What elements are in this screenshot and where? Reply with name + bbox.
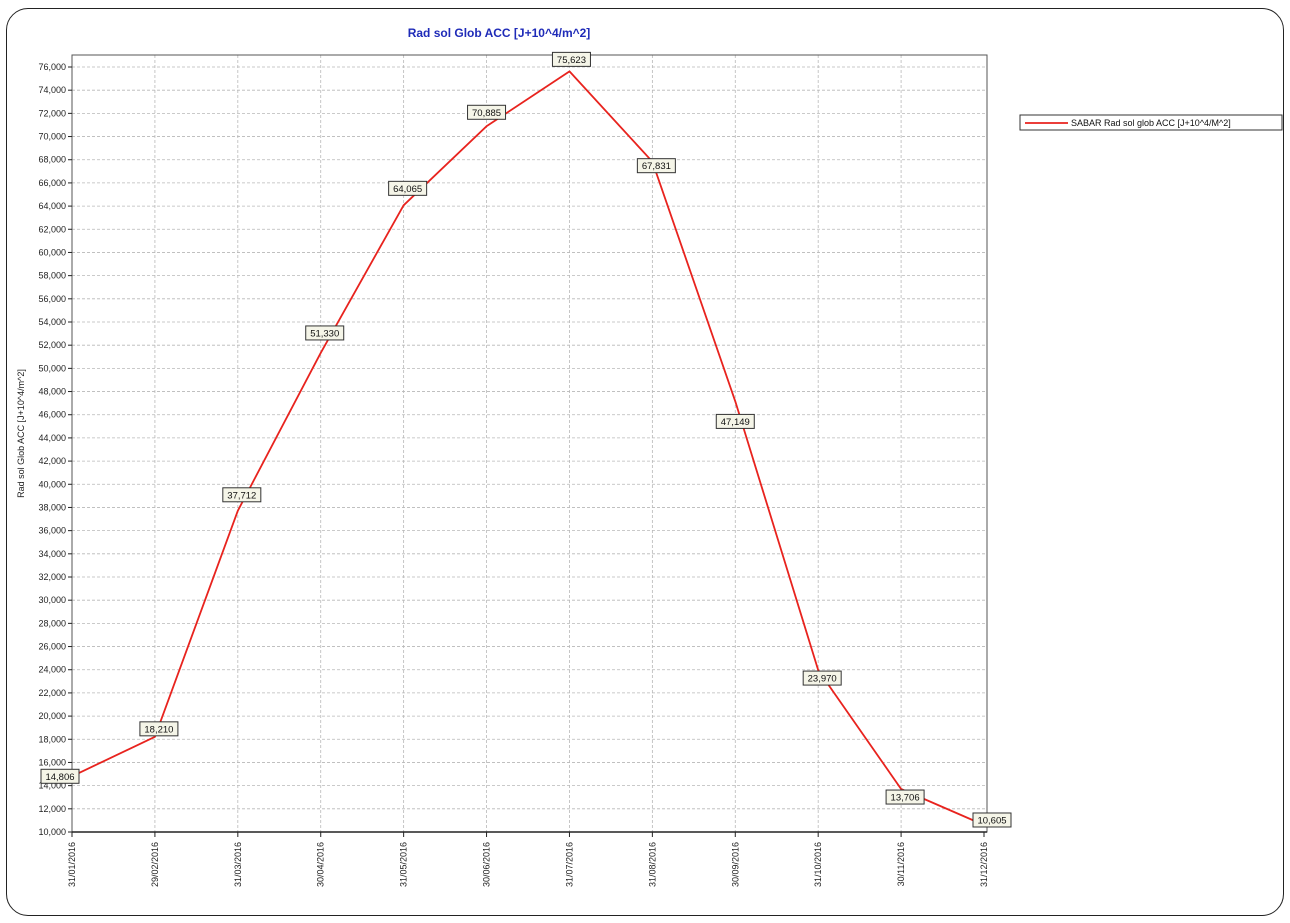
x-tick-label: 31/05/2016 bbox=[399, 842, 409, 887]
y-tick-label: 64,000 bbox=[38, 201, 66, 211]
x-tick-label: 31/10/2016 bbox=[813, 842, 823, 887]
data-label-box bbox=[551, 51, 591, 67]
y-tick-label: 22,000 bbox=[38, 688, 66, 698]
x-tick-label: 31/07/2016 bbox=[564, 842, 574, 887]
y-tick-label: 68,000 bbox=[38, 155, 66, 165]
x-tick-label: 31/03/2016 bbox=[233, 842, 243, 887]
data-label: 70,885 bbox=[467, 104, 507, 120]
data-label: 13,706 bbox=[885, 789, 925, 805]
y-tick-label: 30,000 bbox=[38, 595, 66, 605]
data-label: 75,623 bbox=[551, 51, 591, 67]
data-label-box bbox=[388, 180, 428, 196]
legend-entry: SABAR Rad sol glob ACC [J+10^4/M^2] bbox=[1071, 118, 1231, 128]
data-label-text: 67,831 bbox=[642, 161, 671, 172]
data-label-box bbox=[467, 104, 507, 120]
data-label-text: 64,065 bbox=[393, 184, 422, 195]
y-tick-label: 58,000 bbox=[38, 271, 66, 281]
x-tick-label: 30/06/2016 bbox=[482, 842, 492, 887]
y-tick-label: 62,000 bbox=[38, 224, 66, 234]
y-tick-label: 56,000 bbox=[38, 294, 66, 304]
x-tick-label: 30/11/2016 bbox=[896, 842, 906, 886]
x-tick-label: 29/02/2016 bbox=[150, 842, 160, 887]
y-tick-label: 24,000 bbox=[38, 665, 66, 675]
data-label-text: 70,885 bbox=[472, 108, 501, 119]
y-tick-label: 12,000 bbox=[38, 804, 66, 814]
data-label: 14,806 bbox=[40, 768, 80, 784]
data-label-box bbox=[715, 413, 755, 429]
y-axis-label: Rad sol Glob ACC [J+10^4/m^2] bbox=[16, 369, 26, 498]
data-label-box bbox=[885, 789, 925, 805]
x-axis: 31/01/2016 29/02/2016 31/03/2016 30/04/2016… bbox=[67, 831, 989, 887]
series-line bbox=[71, 70, 985, 826]
chart-title: Rad sol Glob ACC [J+10^4/m^2] bbox=[408, 26, 591, 40]
y-axis: 76,000 74,000 72,000 70,000 68,000 66,000 64,0… bbox=[38, 62, 72, 837]
y-tick-label: 36,000 bbox=[38, 526, 66, 536]
y-tick-label: 72,000 bbox=[38, 108, 66, 118]
x-tick-label: 31/12/2016 bbox=[979, 842, 989, 887]
data-label-text: 37,712 bbox=[227, 490, 256, 501]
x-tick-label: 30/04/2016 bbox=[316, 842, 326, 887]
y-tick-label: 46,000 bbox=[38, 410, 66, 420]
data-labels: 14,806 18,210 37,712 51,330 64,065 70,885 75,6… bbox=[40, 51, 1012, 828]
y-tick-label: 50,000 bbox=[38, 363, 66, 373]
x-tick-label: 30/09/2016 bbox=[730, 842, 740, 887]
data-label: 18,210 bbox=[139, 721, 179, 737]
y-tick-label: 42,000 bbox=[38, 456, 66, 466]
data-label: 37,712 bbox=[222, 487, 262, 503]
x-tick-label: 31/01/2016 bbox=[67, 842, 77, 887]
y-tick-label: 54,000 bbox=[38, 317, 66, 327]
data-label-box bbox=[972, 812, 1012, 828]
y-tick-label: 20,000 bbox=[38, 711, 66, 721]
y-tick-label: 16,000 bbox=[38, 757, 66, 767]
data-label-text: 51,330 bbox=[310, 328, 339, 339]
y-tick-label: 74,000 bbox=[38, 85, 66, 95]
legend: SABAR Rad sol glob ACC [J+10^4/M^2] bbox=[1019, 114, 1283, 131]
data-label-text: 14,806 bbox=[45, 772, 74, 783]
data-label: 47,149 bbox=[715, 413, 755, 429]
y-tick-label: 34,000 bbox=[38, 549, 66, 559]
y-tick-label: 48,000 bbox=[38, 387, 66, 397]
data-label: 10,605 bbox=[972, 812, 1012, 828]
data-label-box bbox=[40, 768, 80, 784]
data-label-box bbox=[802, 670, 842, 686]
data-label-text: 23,970 bbox=[808, 674, 837, 685]
y-tick-label: 60,000 bbox=[38, 247, 66, 257]
y-tick-label: 14,000 bbox=[38, 781, 66, 791]
data-label-box bbox=[139, 721, 179, 737]
y-tick-label: 32,000 bbox=[38, 572, 66, 582]
y-tick-label: 26,000 bbox=[38, 642, 66, 652]
y-tick-label: 28,000 bbox=[38, 618, 66, 628]
data-label: 23,970 bbox=[802, 670, 842, 686]
data-label-text: 18,210 bbox=[144, 724, 173, 735]
y-tick-label: 18,000 bbox=[38, 734, 66, 744]
y-tick-label: 38,000 bbox=[38, 502, 66, 512]
data-label-text: 47,149 bbox=[721, 417, 750, 428]
x-tick-label: 31/08/2016 bbox=[647, 842, 657, 887]
data-label-text: 75,623 bbox=[557, 55, 586, 66]
y-tick-label: 10,000 bbox=[38, 827, 66, 837]
grid bbox=[72, 55, 987, 832]
data-label-box bbox=[222, 487, 262, 503]
data-label: 51,330 bbox=[305, 325, 345, 341]
data-label-box bbox=[636, 158, 676, 174]
y-tick-label: 44,000 bbox=[38, 433, 66, 443]
data-label: 67,831 bbox=[636, 158, 676, 174]
data-label-box bbox=[305, 325, 345, 341]
data-label-text: 13,706 bbox=[891, 793, 920, 804]
y-tick-label: 76,000 bbox=[38, 62, 66, 72]
data-label: 64,065 bbox=[388, 180, 428, 196]
data-label-text: 10,605 bbox=[977, 815, 1006, 826]
y-tick-label: 40,000 bbox=[38, 479, 66, 489]
series-layer bbox=[71, 70, 985, 826]
y-tick-label: 52,000 bbox=[38, 340, 66, 350]
y-tick-label: 70,000 bbox=[38, 132, 66, 142]
legend-box bbox=[1019, 114, 1283, 131]
y-tick-label: 66,000 bbox=[38, 178, 66, 188]
